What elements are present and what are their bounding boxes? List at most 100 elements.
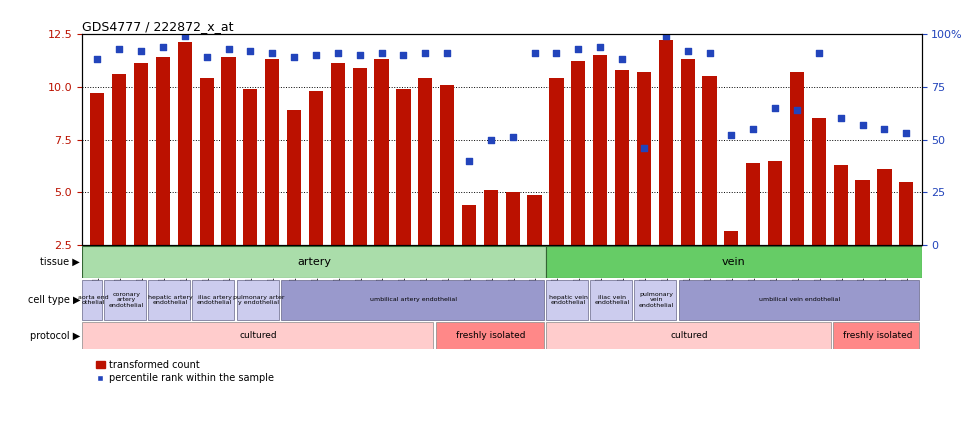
Bar xyxy=(833,322,920,349)
Bar xyxy=(82,322,433,349)
Bar xyxy=(287,110,301,245)
Point xyxy=(264,49,280,56)
Bar xyxy=(440,85,455,245)
Point xyxy=(680,47,696,54)
Bar xyxy=(680,59,695,245)
Point xyxy=(724,132,739,139)
Bar xyxy=(637,72,651,245)
Point xyxy=(396,52,411,58)
Text: vein: vein xyxy=(722,257,746,267)
Bar xyxy=(546,280,588,320)
Bar xyxy=(855,180,869,245)
Text: coronary
artery
endothelial: coronary artery endothelial xyxy=(109,291,144,308)
Bar xyxy=(899,182,914,245)
Point xyxy=(483,136,499,143)
Bar xyxy=(82,280,102,320)
Text: hepatic vein
endothelial: hepatic vein endothelial xyxy=(549,294,588,305)
Bar xyxy=(418,78,432,245)
Text: cultured: cultured xyxy=(240,331,278,340)
Bar xyxy=(634,280,676,320)
Text: GDS4777 / 222872_x_at: GDS4777 / 222872_x_at xyxy=(82,20,234,33)
Bar xyxy=(546,246,922,278)
Bar xyxy=(397,89,410,245)
Bar xyxy=(725,231,738,245)
Point xyxy=(767,104,783,111)
Point xyxy=(593,43,608,50)
Bar xyxy=(331,63,345,245)
Text: hepatic artery
endothelial: hepatic artery endothelial xyxy=(148,294,193,305)
Bar xyxy=(546,322,831,349)
Text: protocol ▶: protocol ▶ xyxy=(30,331,80,341)
Point xyxy=(352,52,368,58)
Point xyxy=(812,49,827,56)
Point xyxy=(330,49,345,56)
Text: freshly isolated: freshly isolated xyxy=(842,331,912,340)
Bar xyxy=(352,68,367,245)
Bar xyxy=(104,280,146,320)
Bar xyxy=(435,322,543,349)
Point xyxy=(702,49,717,56)
Point xyxy=(833,115,848,122)
Text: pulmonary
vein
endothelial: pulmonary vein endothelial xyxy=(639,291,675,308)
Point xyxy=(876,126,892,132)
Text: cell type ▶: cell type ▶ xyxy=(28,295,80,305)
Bar xyxy=(90,93,104,245)
Bar xyxy=(789,72,804,245)
Point xyxy=(898,130,914,137)
Bar xyxy=(192,280,234,320)
Bar xyxy=(703,76,717,245)
Point xyxy=(549,49,565,56)
Bar xyxy=(591,280,632,320)
Text: freshly isolated: freshly isolated xyxy=(456,331,526,340)
Bar xyxy=(528,195,541,245)
Bar xyxy=(746,163,760,245)
Bar xyxy=(112,74,126,245)
Text: cultured: cultured xyxy=(671,331,708,340)
Point xyxy=(155,43,171,50)
Point xyxy=(636,145,651,151)
Point xyxy=(439,49,455,56)
Text: iliac vein
endothelial: iliac vein endothelial xyxy=(594,294,630,305)
Point xyxy=(658,33,674,39)
Point xyxy=(221,45,236,52)
Point xyxy=(615,56,630,63)
Text: aorta end
othelial: aorta end othelial xyxy=(78,294,108,305)
Bar xyxy=(768,161,783,245)
Point xyxy=(287,54,302,60)
Bar xyxy=(549,78,564,245)
Bar xyxy=(678,280,920,320)
Bar xyxy=(149,280,190,320)
Bar xyxy=(615,70,629,245)
Bar xyxy=(134,63,149,245)
Point xyxy=(570,45,586,52)
Point xyxy=(505,134,520,141)
Point xyxy=(177,33,192,39)
Text: umbilical vein endothelial: umbilical vein endothelial xyxy=(759,297,841,302)
Text: tissue ▶: tissue ▶ xyxy=(41,257,80,267)
Text: umbilical artery endothelial: umbilical artery endothelial xyxy=(370,297,456,302)
Point xyxy=(746,126,761,132)
Bar xyxy=(374,59,389,245)
Bar xyxy=(82,246,546,278)
Bar xyxy=(812,118,826,245)
Bar xyxy=(178,42,192,245)
Point xyxy=(789,107,805,113)
Bar xyxy=(155,57,170,245)
Bar xyxy=(200,78,214,245)
Point xyxy=(418,49,433,56)
Bar xyxy=(265,59,279,245)
Bar xyxy=(571,61,586,245)
Bar xyxy=(281,280,543,320)
Point xyxy=(90,56,105,63)
Text: iliac artery
endothelial: iliac artery endothelial xyxy=(197,294,233,305)
Bar xyxy=(221,57,235,245)
Point xyxy=(855,121,870,128)
Bar xyxy=(877,169,892,245)
Text: pulmonary arter
y endothelial: pulmonary arter y endothelial xyxy=(233,294,285,305)
Bar xyxy=(483,190,498,245)
Point xyxy=(308,52,323,58)
Bar xyxy=(309,91,323,245)
Point xyxy=(133,47,149,54)
Point xyxy=(527,49,542,56)
Bar xyxy=(243,89,258,245)
